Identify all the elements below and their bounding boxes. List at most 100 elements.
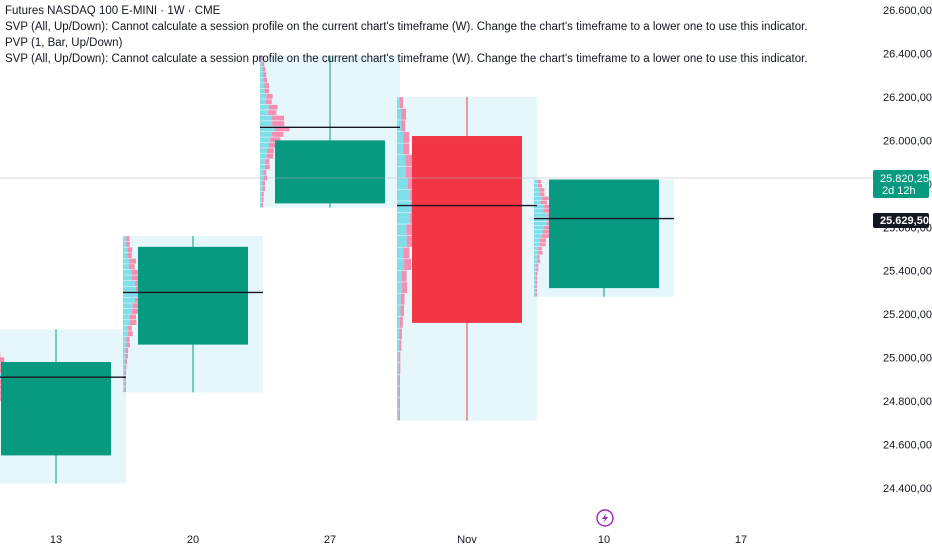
price-tick-label: 26.200,00 (883, 92, 932, 104)
crosshair-price: 25.820,25 (880, 173, 929, 185)
profile-row-down (538, 183, 543, 188)
profile-row-down (129, 314, 137, 320)
profile-row-down (405, 155, 414, 166)
profile-row-down (539, 188, 545, 192)
profile-row-up (123, 275, 132, 281)
profile-row-up (397, 166, 407, 178)
poc-lines (0, 126, 674, 378)
profile-row-down (399, 316, 403, 328)
price-tick-label: 24.800,00 (883, 396, 932, 408)
candle-body[interactable] (1, 361, 111, 456)
profile-row-down (535, 288, 537, 293)
profile-row-down (127, 247, 133, 253)
profile-row-up (534, 267, 537, 272)
time-tick-label: Nov (457, 534, 477, 546)
candle-body[interactable] (138, 246, 248, 345)
profile-row-up (534, 276, 536, 280)
profile-row-down (126, 336, 130, 342)
profile-row-down (266, 93, 273, 99)
profile-row-up (534, 280, 536, 284)
profile-row-up (397, 363, 399, 375)
profile-row-up (260, 72, 264, 78)
profile-row-up (534, 179, 538, 184)
profile-row-down (264, 83, 270, 88)
profile-row-down (398, 409, 400, 421)
profile-row-down (540, 200, 548, 205)
lightning-icon[interactable] (596, 509, 614, 527)
profile-row-down (535, 292, 537, 297)
profile-row-up (123, 370, 125, 376)
profile-row-up (534, 192, 540, 196)
profile-row-up (397, 374, 399, 386)
profile-row-up (123, 331, 128, 337)
profile-row-down (264, 159, 270, 164)
profile-row-down (264, 164, 270, 170)
profile-row-up (534, 234, 542, 238)
profile-row-up (534, 284, 536, 289)
profile-row-up (534, 242, 540, 247)
profile-row-down (126, 342, 130, 348)
bar-countdown: 2d 12h (882, 185, 916, 197)
profile-row-up (260, 148, 268, 154)
last-price-tag: 25.629,50 (873, 213, 929, 228)
candle-body[interactable] (275, 140, 385, 204)
profile-row-up (397, 270, 402, 282)
profile-row-up (534, 188, 540, 192)
profile-row-down (272, 121, 285, 126)
profile-row-up (534, 255, 537, 259)
profile-row-up (534, 230, 543, 234)
profile-row-down (274, 126, 290, 132)
indicator-line-3[interactable]: SVP (All, Up/Down): Cannot calculate a s… (5, 53, 808, 65)
profile-row-down (536, 255, 540, 259)
profile-row-up (260, 202, 262, 208)
profile-row-up (397, 212, 411, 224)
profile-row-down (403, 131, 410, 143)
profile-row-down (262, 186, 266, 192)
profile-row-down (535, 284, 537, 289)
profile-row-up (534, 217, 548, 222)
profile-row-down (124, 364, 127, 370)
profile-row-down (543, 209, 554, 213)
profile-row-up (260, 126, 275, 132)
profile-row-up (397, 351, 399, 363)
indicator-line-1[interactable]: SVP (All, Up/Down): Cannot calculate a s… (5, 21, 808, 33)
profile-row-down (265, 99, 272, 105)
profile-row-down (126, 241, 130, 247)
candle-body[interactable] (412, 136, 522, 323)
profile-row-up (260, 186, 263, 192)
profile-row-up (123, 348, 126, 353)
profile-row-down (538, 251, 543, 255)
profile-row-down (537, 179, 542, 184)
profile-row-up (123, 375, 125, 381)
indicator-line-2[interactable]: PVP (1, Bar, Up/Down) (5, 37, 123, 49)
profile-row-down (127, 325, 132, 331)
profile-row-up (534, 225, 545, 230)
profile-row-down (263, 77, 268, 83)
time-tick-label: 13 (50, 534, 62, 546)
profile-row-down (539, 242, 546, 247)
profile-row-down (404, 259, 412, 271)
profile-row-up (397, 409, 399, 421)
profile-row-up (260, 83, 265, 88)
profile-row-up (397, 97, 401, 109)
profile-row-down (132, 308, 142, 314)
profile-row-down (538, 246, 543, 251)
candle-body[interactable] (549, 179, 659, 289)
profile-row-up (397, 397, 399, 409)
profile-row-up (534, 271, 536, 276)
profile-row-up (123, 320, 130, 326)
profile-row-up (123, 387, 125, 393)
profile-row-down (124, 375, 126, 381)
profile-row-up (260, 131, 272, 137)
profile-row-up (123, 264, 129, 270)
profile-row-up (260, 93, 267, 99)
profile-row-up (260, 180, 263, 186)
profile-row-down (406, 235, 417, 247)
profile-row-up (260, 61, 263, 67)
profile-row-down (131, 269, 141, 275)
profile-row-up (123, 342, 127, 348)
time-axis[interactable]: 13 20 27 Nov 10 17 (50, 534, 747, 546)
profile-row-down (268, 142, 278, 148)
profile-row-down (128, 264, 135, 270)
